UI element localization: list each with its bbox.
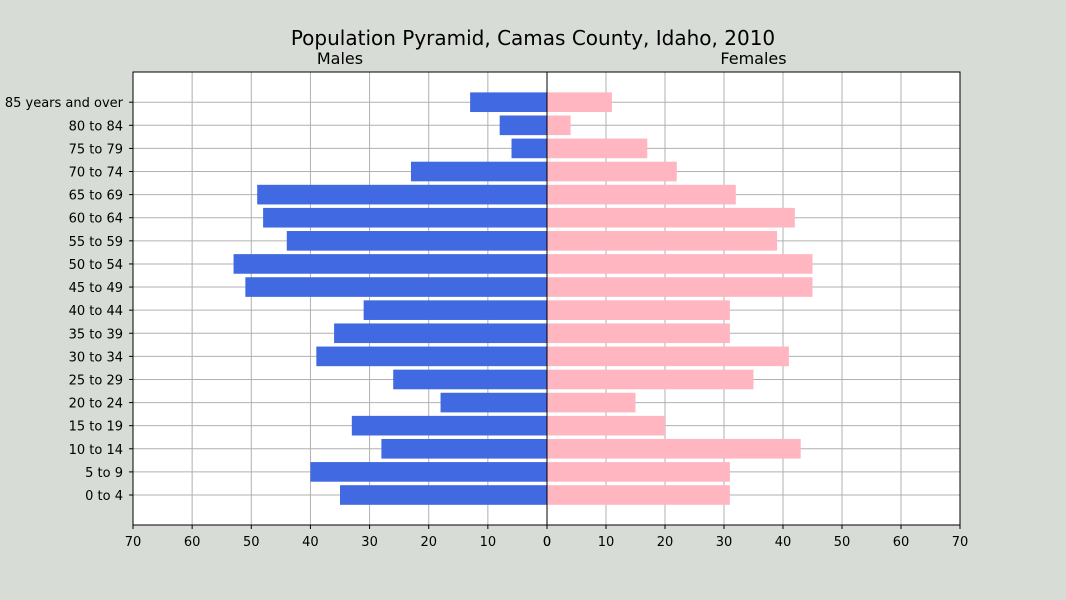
- males-x-tick-label: 30: [361, 535, 378, 550]
- y-tick-label: 70 to 74: [69, 166, 123, 181]
- female-bar: [547, 161, 677, 182]
- females-x-tick-label: 70: [952, 535, 969, 550]
- female-bar: [547, 277, 813, 297]
- male-bar: [499, 115, 547, 136]
- y-tick-label: 0 to 4: [85, 489, 123, 504]
- females-x-tick-label: 10: [598, 535, 615, 550]
- y-tick-label: 60 to 64: [69, 212, 123, 227]
- female-bar: [547, 462, 730, 482]
- males-x-tick-label: 20: [420, 535, 437, 550]
- y-tick-label: 20 to 24: [69, 397, 123, 412]
- y-tick-label: 35 to 39: [69, 327, 123, 342]
- male-bar: [340, 485, 547, 505]
- females-panel-frame: [546, 71, 961, 526]
- male-bar: [245, 277, 547, 297]
- plot-area: 0 to 4 5 to 9 10 to 14 15 to 19 20 to 24 25 t…: [5, 71, 969, 550]
- female-bar: [547, 254, 813, 274]
- y-tick-label: 75 to 79: [69, 142, 123, 157]
- male-bar: [334, 323, 547, 344]
- females-x-tick-label: 60: [893, 535, 910, 550]
- y-tick-label: 15 to 19: [69, 420, 123, 435]
- males-x-tick-label: 40: [302, 535, 319, 550]
- female-bar: [547, 207, 795, 228]
- females-x-tick-label: 40: [775, 535, 792, 550]
- y-tick-label: 45 to 49: [69, 281, 123, 296]
- male-bar: [393, 369, 547, 390]
- female-bar: [547, 392, 636, 413]
- y-tick-label: 55 to 59: [69, 235, 123, 250]
- chart-title: Population Pyramid, Camas County, Idaho,…: [291, 26, 775, 50]
- female-bar: [547, 115, 571, 136]
- male-bar: [511, 138, 547, 159]
- y-tick-label: 80 to 84: [69, 119, 123, 134]
- female-bar: [547, 138, 648, 159]
- females-x-tick-label: 20: [657, 535, 674, 550]
- males-x-tick-label: 10: [480, 535, 497, 550]
- male-bar: [410, 161, 547, 182]
- male-bar: [286, 231, 547, 251]
- y-tick-label: 65 to 69: [69, 189, 123, 204]
- male-bar: [310, 462, 547, 482]
- y-tick-label: 50 to 54: [69, 258, 123, 273]
- female-bar: [547, 323, 730, 344]
- y-tick-label: 40 to 44: [69, 304, 123, 319]
- female-bar: [547, 184, 736, 205]
- male-bar: [381, 438, 547, 459]
- female-bar: [547, 485, 730, 505]
- males-x-tick-label: 0: [543, 535, 551, 550]
- y-tick-label: 5 to 9: [85, 466, 123, 481]
- female-bar: [547, 92, 612, 113]
- males-x-tick-label: 60: [184, 535, 201, 550]
- female-bar: [547, 346, 789, 367]
- males-panel-title: Males: [317, 49, 363, 68]
- male-bar: [351, 415, 547, 436]
- male-bar: [263, 207, 547, 228]
- females-x-tick-label: 0: [543, 535, 551, 550]
- male-bar: [233, 254, 548, 274]
- male-bar: [363, 300, 547, 320]
- y-tick-label: 85 years and over: [5, 96, 124, 111]
- female-bar: [547, 300, 730, 320]
- y-tick-label: 10 to 14: [69, 443, 123, 458]
- female-bar: [547, 415, 665, 436]
- y-tick-label: 25 to 29: [69, 373, 123, 388]
- male-bar: [316, 346, 547, 367]
- female-bar: [547, 369, 754, 390]
- male-bar: [470, 92, 547, 113]
- female-bar: [547, 231, 778, 251]
- y-tick-label: 30 to 34: [69, 350, 123, 365]
- females-panel-title: Females: [720, 49, 786, 68]
- males-x-tick-label: 70: [125, 535, 142, 550]
- male-bar: [257, 184, 547, 205]
- male-bar: [440, 392, 547, 413]
- females-x-tick-label: 30: [716, 535, 733, 550]
- female-bar: [547, 438, 801, 459]
- males-x-tick-label: 50: [243, 535, 260, 550]
- females-x-tick-label: 50: [834, 535, 851, 550]
